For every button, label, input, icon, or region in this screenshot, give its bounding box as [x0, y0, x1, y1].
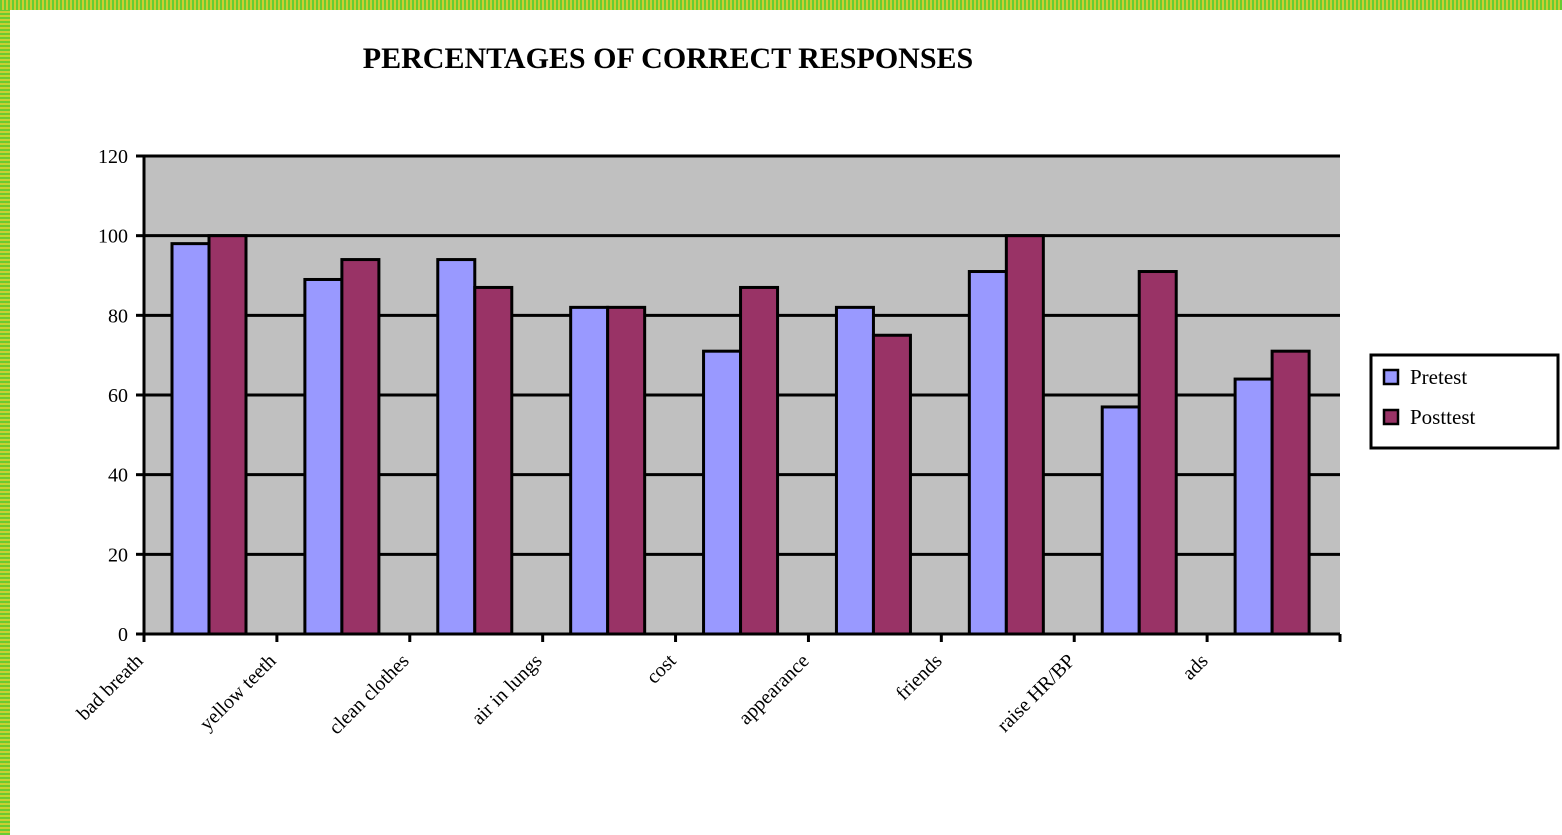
- bar-posttest: [340, 258, 381, 636]
- bar-pretest: [303, 277, 344, 636]
- bar-posttest: [739, 285, 780, 636]
- y-tick-label: 80: [108, 305, 128, 327]
- legend-label-posttest: Posttest: [1410, 405, 1476, 429]
- y-tick-label: 100: [98, 226, 128, 248]
- bar-pretest: [170, 242, 211, 636]
- bar-posttest: [473, 285, 514, 636]
- legend: Pretest Posttest: [1369, 353, 1560, 450]
- bar-posttest: [1004, 234, 1045, 636]
- x-tick-label: raise HR/BP: [993, 650, 1080, 737]
- bar-posttest: [1137, 270, 1178, 636]
- x-tick-label: air in lungs: [467, 650, 546, 729]
- legend-box: [1369, 353, 1560, 450]
- bar-pretest: [702, 349, 743, 636]
- y-tick-label: 40: [108, 465, 128, 487]
- x-tick-label: yellow teeth: [195, 650, 280, 735]
- bar-posttest: [207, 234, 248, 636]
- legend-swatch-pretest: [1382, 368, 1400, 386]
- x-tick-label: bad breath: [73, 650, 148, 725]
- x-tick-label: ads: [1178, 650, 1213, 685]
- bar-posttest: [606, 305, 647, 636]
- bar-pretest: [569, 305, 610, 636]
- y-tick-label: 60: [108, 385, 128, 407]
- y-tick-label: 120: [98, 146, 128, 168]
- x-tick-label: clean clothes: [325, 650, 414, 739]
- bar-pretest: [1100, 405, 1141, 636]
- legend-swatch-posttest: [1382, 408, 1400, 426]
- bar-pretest: [834, 305, 875, 636]
- chart-title: PERCENTAGES OF CORRECT RESPONSES: [363, 42, 973, 75]
- bar-posttest: [1270, 349, 1311, 636]
- bar-pretest: [1233, 377, 1274, 636]
- x-tick-label: cost: [642, 650, 681, 689]
- bar-pretest: [436, 258, 477, 636]
- legend-label-pretest: Pretest: [1410, 365, 1467, 389]
- y-tick-label: 0: [118, 624, 128, 646]
- y-tick-label: 20: [108, 544, 128, 566]
- x-tick-label: appearance: [734, 650, 813, 729]
- bar-pretest: [967, 270, 1008, 636]
- bar-posttest: [871, 333, 912, 636]
- plot-area: 0 20 40 60 80 100 120 bad breath yellow teeth cle…: [73, 146, 1342, 739]
- x-tick-label: friends: [892, 650, 947, 705]
